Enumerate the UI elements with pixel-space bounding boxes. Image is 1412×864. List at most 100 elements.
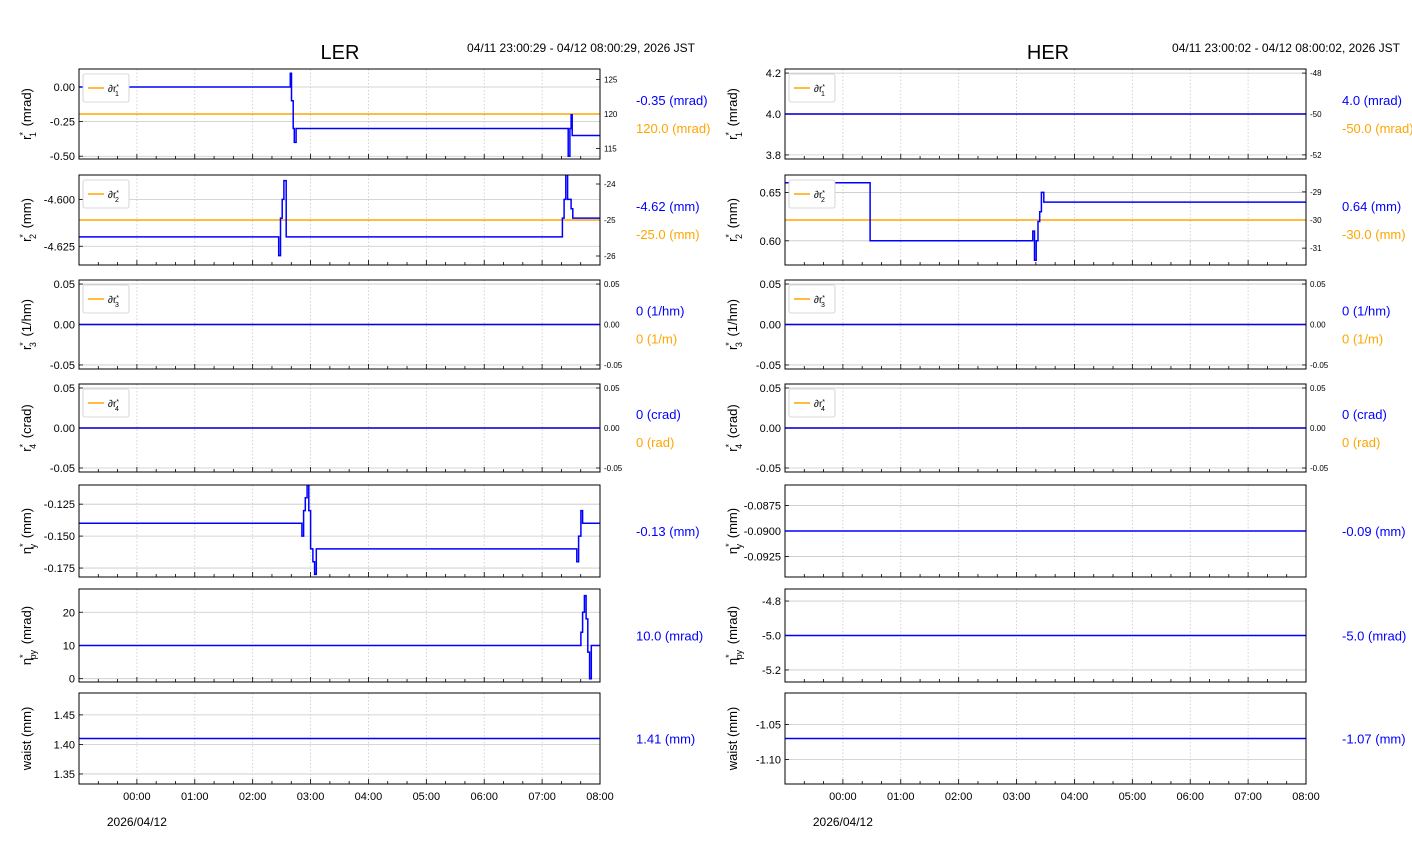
y-tick-label: 1.40 <box>54 739 75 751</box>
legend-box <box>82 284 130 314</box>
x-tick-label: 03:00 <box>297 791 325 803</box>
legend-label: ∂r* 3 <box>108 295 119 309</box>
chart-ler: LER 04/11 23:00:29 - 04/12 08:00:29, 2026… <box>18 41 710 829</box>
right-y-tick-label: 120 <box>604 110 618 119</box>
y-tick-label: 3.8 <box>766 150 781 162</box>
value-readout: -0.09 (mm) <box>1342 524 1406 539</box>
panel-6: -4.8 -5.0 -5.2 η*py (mrad) -5.0 (mrad) <box>724 588 1406 683</box>
legend: ∂r* 4 <box>82 388 130 418</box>
value-readout: 4.0 (mrad) <box>1342 93 1402 108</box>
legend-box <box>82 73 130 103</box>
y-axis-label: r*3 (1/hm) <box>724 299 744 350</box>
panel-frame <box>78 484 601 578</box>
y-tick-label: -0.05 <box>50 360 75 372</box>
right-y-tick-label: -25 <box>604 216 616 225</box>
chart-her: HER 04/11 23:00:02 - 04/12 08:00:02, 2026… <box>724 41 1412 829</box>
y-tick-label: -4.8 <box>762 596 781 608</box>
right-y-tick-label: -31 <box>1310 244 1322 253</box>
right-y-tick-label: -29 <box>1310 188 1322 197</box>
legend-box <box>82 179 130 209</box>
measured-series-line <box>79 175 600 257</box>
y-tick-label: -0.0925 <box>744 552 781 564</box>
legend-label: ∂r* 1 <box>108 84 119 98</box>
panel-1: 0.00 -0.25 -0.50 r*1 (mrad) 125 120 115 ∂r* 1 -0.… <box>18 68 710 163</box>
right-y-tick-label: -52 <box>1310 151 1322 160</box>
value-readout: 0.64 (mm) <box>1342 199 1401 214</box>
x-tick-label: 05:00 <box>413 791 441 803</box>
y-tick-label: 1.45 <box>54 710 75 722</box>
measured-series-line <box>79 485 600 576</box>
panel-frame <box>78 174 601 266</box>
right-y-tick-label: -26 <box>604 252 616 261</box>
panel-4: 0.05 0.00 -0.05 r*4 (crad) 0.05 0.00 -0.05 ∂r* 4… <box>724 383 1387 475</box>
panel-1: 4.2 4.0 3.8 r*1 (mrad) -48 -50 -52 ∂r* 1 4.0 (mra… <box>724 68 1412 162</box>
right-y-tick-label: 0.00 <box>604 321 620 330</box>
legend: ∂r* 2 <box>82 179 130 209</box>
y-tick-label: 0.05 <box>760 383 781 395</box>
value-readout: -25.0 (mm) <box>636 227 700 242</box>
right-y-tick-label: 0.00 <box>1310 321 1326 330</box>
right-y-tick-label: 0.00 <box>1310 424 1326 433</box>
panel-frame <box>784 588 1307 683</box>
y-axis-label: η*py (mrad) <box>18 606 38 665</box>
legend-label: ∂r* 4 <box>814 399 825 413</box>
y-axis-label: r*3 (1/hm) <box>18 299 38 350</box>
panel-7: -1.05 -1.10 waist (mm) -1.07 (mm) 00:00 01:00… <box>725 692 1406 829</box>
right-y-tick-label: -48 <box>1310 69 1322 78</box>
panel-2: -4.600 -4.625 r*2 (mm) -24 -25 -26 ∂r* 2 -4.62 (… <box>18 174 700 266</box>
y-tick-label: 0.65 <box>760 187 781 199</box>
y-tick-label: -0.05 <box>756 360 781 372</box>
value-readout: 0 (1/m) <box>1342 332 1383 347</box>
right-y-tick-label: 125 <box>604 75 618 84</box>
y-tick-label: -0.0900 <box>744 526 781 538</box>
y-axis-label: r*4 (crad) <box>724 404 744 451</box>
y-tick-label: 4.2 <box>766 68 781 80</box>
value-readout: 0 (1/m) <box>636 332 677 347</box>
y-tick-label: -0.50 <box>50 151 75 163</box>
measured-series-line <box>79 72 600 157</box>
panel-7: 1.45 1.40 1.35 waist (mm) 1.41 (mm) 00:00 01:0… <box>19 692 695 829</box>
panel-frame <box>784 484 1307 578</box>
x-tick-label: 01:00 <box>887 791 915 803</box>
y-tick-label: 0.60 <box>760 236 781 248</box>
value-readout: 1.41 (mm) <box>636 732 695 747</box>
x-tick-label: 00:00 <box>123 791 151 803</box>
value-readout: 0 (1/hm) <box>636 304 684 319</box>
x-tick-label: 02:00 <box>239 791 267 803</box>
y-tick-label: -0.0875 <box>744 500 781 512</box>
y-tick-label: -4.600 <box>44 194 75 206</box>
legend: ∂r* 2 <box>788 179 836 209</box>
x-tick-label: 07:00 <box>528 791 556 803</box>
right-y-tick-label: 0.05 <box>1310 384 1326 393</box>
y-tick-label: -5.0 <box>762 631 781 643</box>
legend: ∂r* 1 <box>82 73 130 103</box>
panel-frame <box>78 692 601 785</box>
value-readout: -5.0 (mrad) <box>1342 629 1406 644</box>
right-y-tick-label: -30 <box>1310 216 1322 225</box>
x-tick-label: 00:00 <box>829 791 857 803</box>
value-readout: 0 (rad) <box>1342 435 1380 450</box>
right-y-tick-label: -0.05 <box>604 464 623 473</box>
legend: ∂r* 3 <box>788 284 836 314</box>
y-tick-label: 1.35 <box>54 769 75 781</box>
x-tick-label: 04:00 <box>355 791 383 803</box>
y-tick-label: -0.05 <box>50 463 75 475</box>
x-tick-label: 08:00 <box>586 791 614 803</box>
right-y-tick-label: -0.05 <box>1310 464 1329 473</box>
value-readout: 0 (crad) <box>636 407 681 422</box>
y-axis-label: r*4 (crad) <box>18 404 38 451</box>
y-tick-label: -1.05 <box>756 720 781 732</box>
panel-frame <box>784 68 1307 160</box>
panel-frame <box>78 279 601 370</box>
y-axis-label: r*1 (mrad) <box>724 88 744 140</box>
right-y-tick-label: 0.05 <box>1310 280 1326 289</box>
y-tick-label: 4.0 <box>766 109 781 121</box>
y-tick-label: 0.00 <box>54 320 75 332</box>
y-tick-label: 0.00 <box>54 423 75 435</box>
chart-title: HER <box>1027 42 1069 64</box>
x-tick-label: 04:00 <box>1061 791 1089 803</box>
legend-label: ∂r* 4 <box>108 399 119 413</box>
panel-frame <box>78 68 601 160</box>
right-y-tick-label: 0.00 <box>604 424 620 433</box>
x-tick-label: 07:00 <box>1234 791 1262 803</box>
